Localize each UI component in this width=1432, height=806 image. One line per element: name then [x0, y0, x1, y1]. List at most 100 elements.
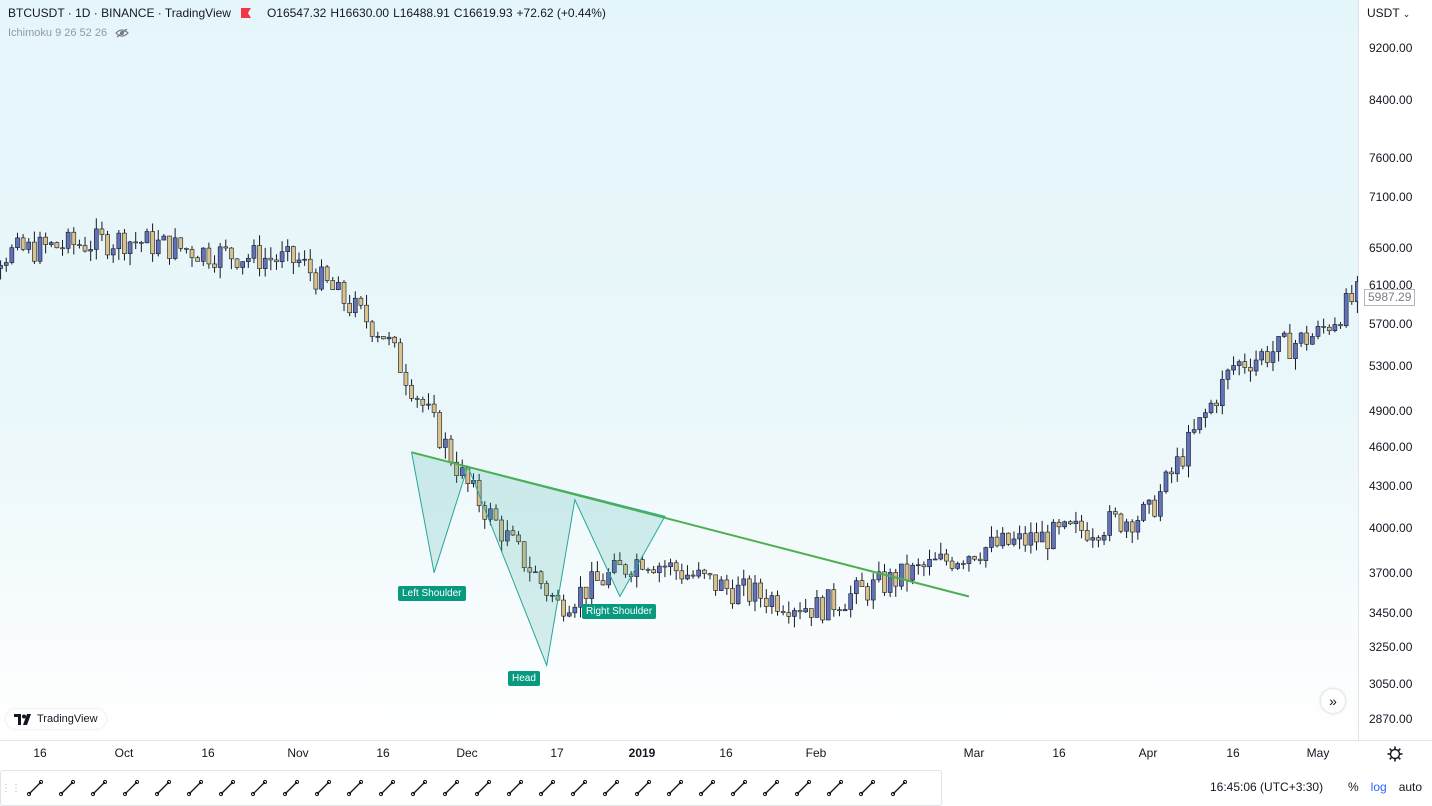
eye-hidden-icon[interactable] [115, 28, 129, 38]
candle-body [200, 247, 206, 262]
candle-body [369, 321, 375, 337]
price-range-icon[interactable] [755, 772, 787, 804]
horizontal-line-icon[interactable] [51, 772, 83, 804]
text-icon[interactable] [339, 772, 371, 804]
tradingview-watermark[interactable]: TradingView [6, 709, 106, 729]
candle-body [679, 570, 685, 580]
candle-body [431, 403, 437, 413]
drag-handle-icon[interactable]: ⋮⋮ [1, 782, 21, 794]
candle-body [488, 508, 493, 520]
crosshair-icon[interactable] [435, 772, 467, 804]
last-price-badge: 5987.29 [1364, 289, 1416, 306]
candle-body [1011, 538, 1017, 545]
candle-body [1028, 532, 1034, 546]
candle-body [961, 563, 966, 565]
candle-body [341, 281, 347, 304]
candle-body [786, 612, 792, 617]
candle-body [1203, 412, 1208, 418]
path-icon[interactable] [275, 772, 307, 804]
vertical-line-icon[interactable] [19, 772, 51, 804]
candle-body [578, 586, 583, 608]
candle-body [65, 231, 71, 249]
chevron-down-icon: ⌄ [1402, 9, 1411, 19]
clock-timezone[interactable]: 16:45:06 (UTC+3:30) [1210, 780, 1324, 794]
candle-body [747, 578, 752, 602]
candle-body [1298, 332, 1304, 344]
price-tick-label: 7600.00 [1369, 151, 1413, 166]
horizontal-ray-icon[interactable] [83, 772, 115, 804]
symbol-title[interactable]: BTCUSDT · 1D · BINANCE · TradingView [8, 6, 231, 20]
date-range-icon[interactable] [243, 772, 275, 804]
extended-line-icon[interactable] [147, 772, 179, 804]
long-position-icon[interactable] [531, 772, 563, 804]
trend-line-icon[interactable] [115, 772, 147, 804]
candle-body [955, 563, 960, 569]
candle-body [392, 336, 397, 344]
candle-body [420, 399, 426, 406]
candle-body [347, 303, 352, 314]
brush-icon[interactable] [499, 772, 531, 804]
candle-body [1191, 429, 1197, 433]
price-axis[interactable]: USDT ⌄ 9200.00 8400.00 7600.00 7100.00 6500.… [1358, 0, 1432, 740]
candle-body [161, 235, 167, 241]
candle-body [409, 385, 414, 399]
candle-body [842, 609, 848, 612]
arrow-icon[interactable] [851, 772, 883, 804]
settings-gear-icon[interactable] [1387, 746, 1403, 762]
candle-body [195, 257, 200, 262]
auto-scale-button[interactable]: auto [1398, 780, 1423, 794]
date-price-range-icon[interactable] [787, 772, 819, 804]
candle-body [375, 336, 381, 338]
tradingview-logo-icon [14, 713, 31, 725]
candle-body [386, 336, 392, 340]
time-tick-label: 2019 [628, 746, 656, 760]
flag-icon[interactable] [240, 8, 251, 18]
right-shoulder-label[interactable]: Right Shoulder [582, 604, 657, 619]
candle-body [172, 237, 178, 259]
head-label[interactable]: Head [508, 671, 540, 686]
eraser-icon[interactable] [467, 772, 499, 804]
candle-body [944, 553, 949, 562]
forecast-icon[interactable] [819, 772, 851, 804]
fib-retracement-icon[interactable] [371, 772, 403, 804]
ray-icon[interactable] [179, 772, 211, 804]
candle-body [662, 565, 668, 568]
candle-body [825, 589, 831, 621]
candle-body [302, 258, 307, 261]
percent-scale-button[interactable]: % [1348, 780, 1359, 794]
measure-icon[interactable] [691, 772, 723, 804]
candle-body [882, 571, 887, 593]
head-shoulders-icon[interactable] [883, 772, 915, 804]
currency-selector[interactable]: USDT ⌄ [1367, 6, 1410, 20]
indicator-legend[interactable]: Ichimoku 9 26 52 26 [8, 27, 129, 39]
bar-pattern-icon[interactable] [723, 772, 755, 804]
candle-body [1287, 332, 1293, 359]
time-tick-label: Apr [1138, 746, 1158, 760]
time-tick-label: Oct [114, 746, 134, 760]
candle-body [735, 584, 741, 605]
candle-body [1219, 379, 1225, 407]
left-shoulder-label[interactable]: Left Shoulder [398, 586, 466, 601]
candle-body [77, 244, 82, 247]
candle-body [656, 565, 662, 574]
candle-body [291, 246, 296, 264]
ellipse-icon[interactable] [627, 772, 659, 804]
scroll-to-realtime-button[interactable]: » [1321, 689, 1345, 713]
chart-pane[interactable]: BTCUSDT · 1D · BINANCE · TradingView O16… [0, 0, 1358, 740]
candle-body [572, 606, 578, 614]
short-position-icon[interactable] [563, 772, 595, 804]
candle-body [927, 558, 932, 568]
callout-icon[interactable] [595, 772, 627, 804]
candle-body [364, 304, 369, 323]
candle-body [184, 248, 189, 250]
candle-body [414, 398, 420, 400]
candle-body [1101, 535, 1107, 541]
time-axis[interactable]: 16 Oct 16 Nov 16 Dec 17 2019 16 Feb Mar 16 Apr 16 May [0, 740, 1432, 767]
log-scale-button[interactable]: log [1370, 780, 1387, 794]
candle-body [1039, 531, 1045, 543]
pin-icon[interactable] [211, 772, 243, 804]
candlestick-chart[interactable] [0, 0, 1358, 740]
pitchfork-icon[interactable] [403, 772, 435, 804]
rectangle-icon[interactable] [307, 772, 339, 804]
cursor-icon[interactable] [659, 772, 691, 804]
